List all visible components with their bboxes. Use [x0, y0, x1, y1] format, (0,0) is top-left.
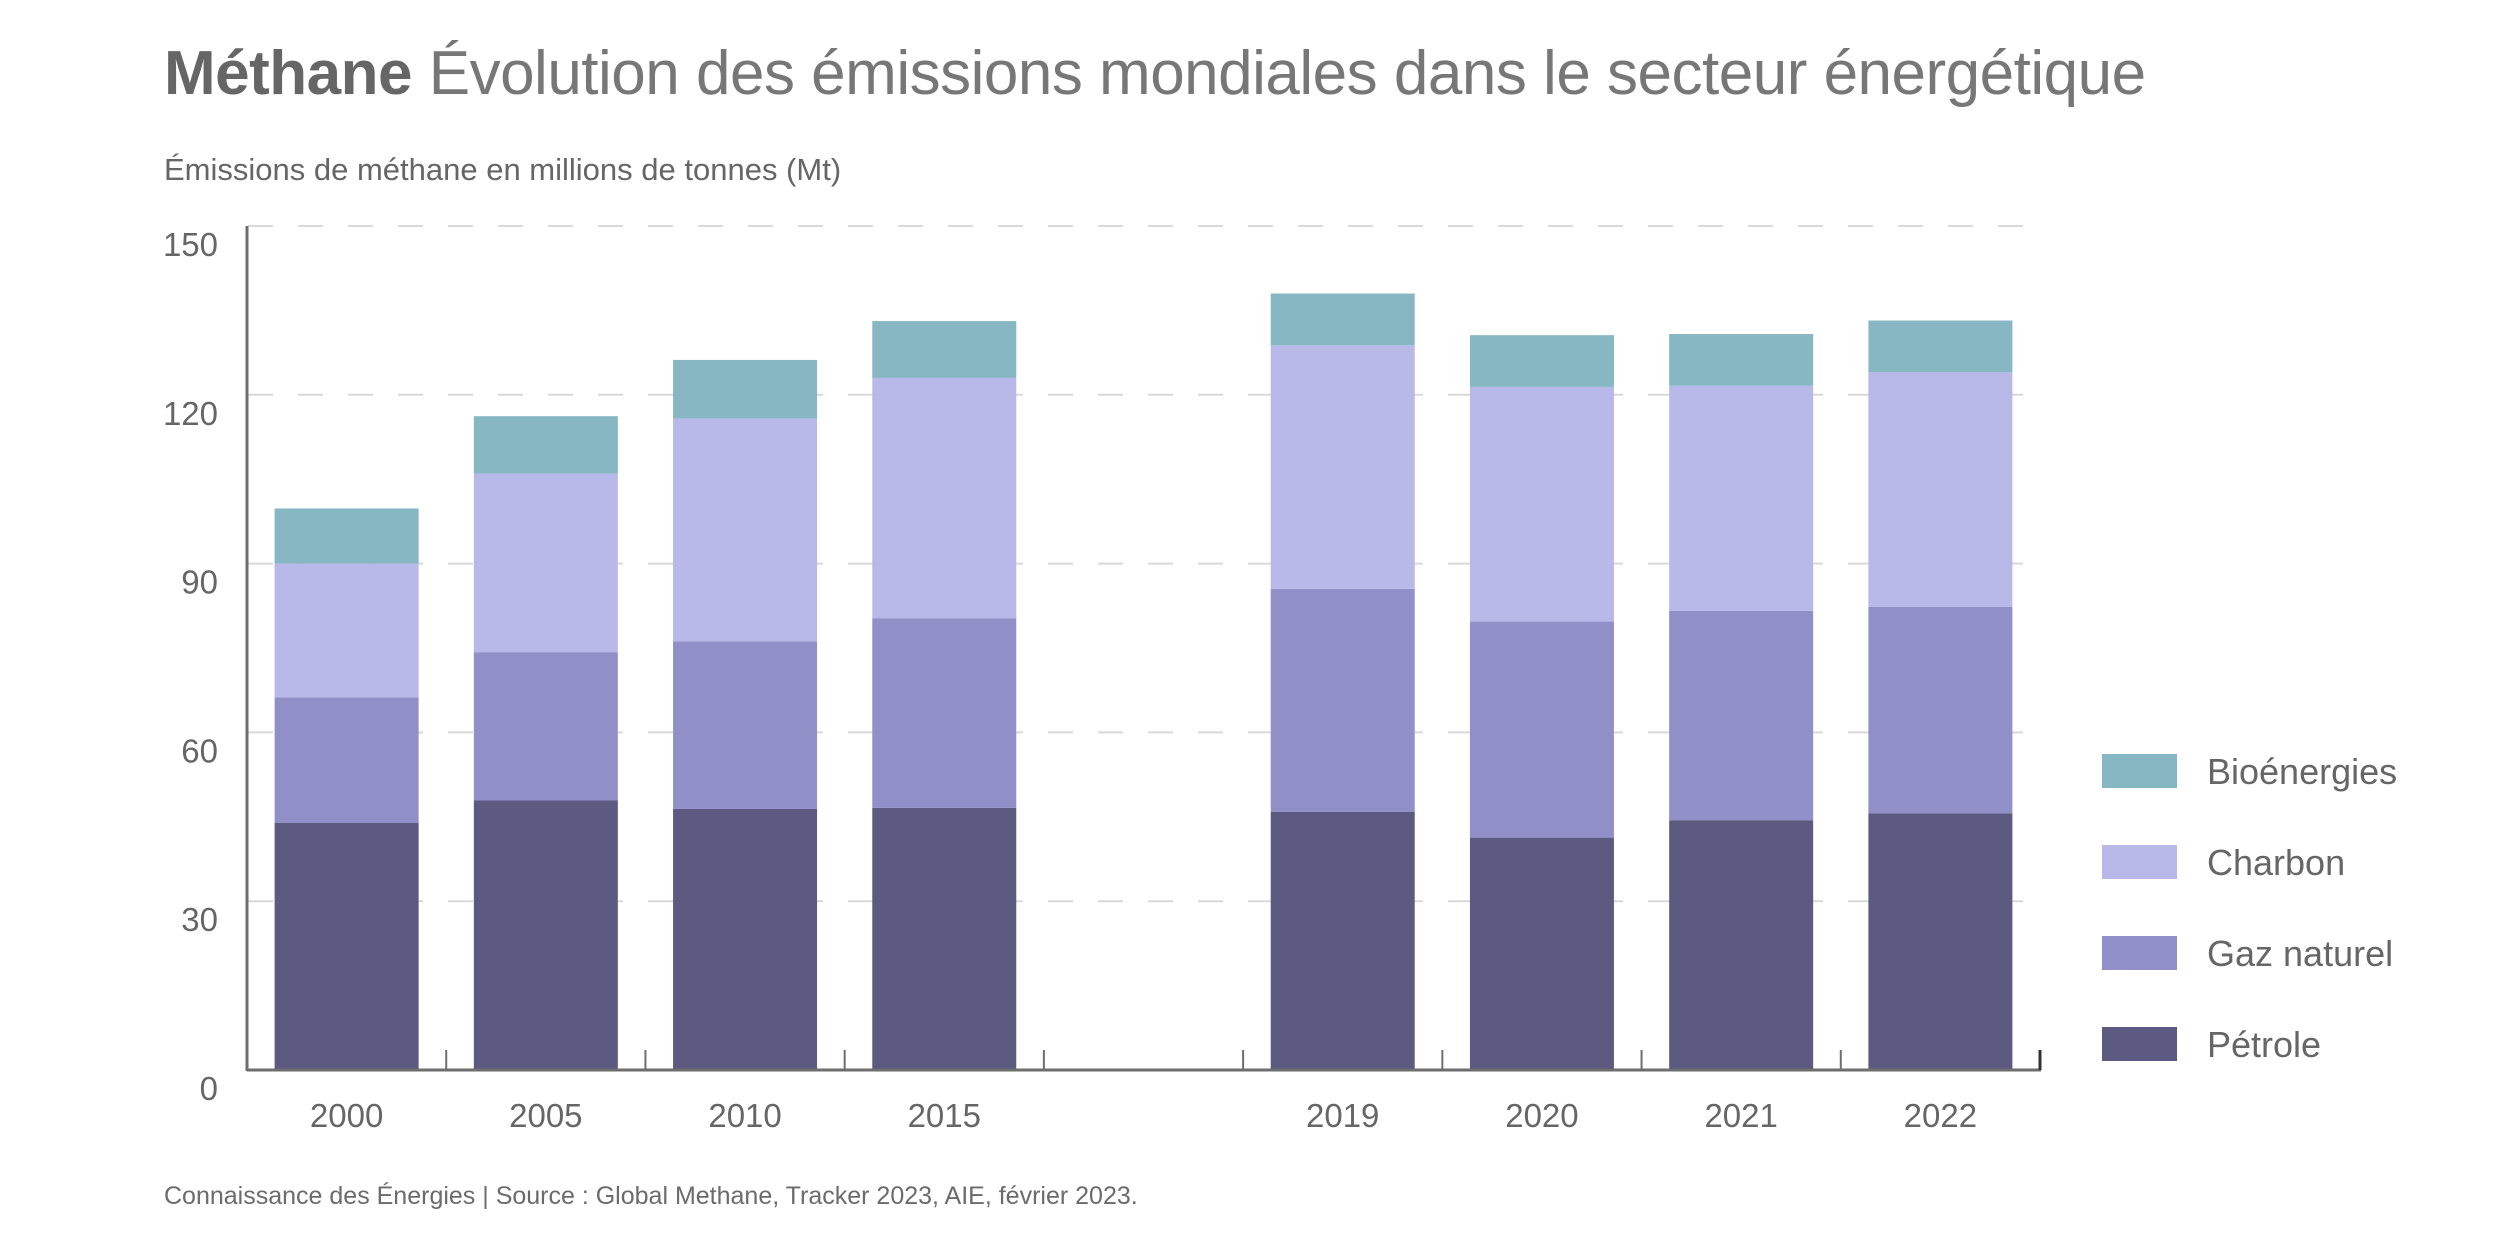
bar-segment-gaz-naturel: [673, 641, 818, 809]
legend-swatch: [2102, 1027, 2177, 1061]
x-tick-label: 2010: [708, 1097, 781, 1134]
y-tick-label: 0: [200, 1070, 218, 1107]
bar-segment-p-trole: [473, 800, 618, 1070]
x-tick-label: 2019: [1306, 1097, 1379, 1134]
bar-segment-charbon: [274, 563, 419, 698]
bar-segment-bio-nergies: [274, 508, 419, 564]
bar-segment-p-trole: [673, 808, 818, 1070]
legend-swatch: [2102, 845, 2177, 879]
bar-segment-charbon: [1669, 385, 1814, 611]
chart-title: Méthane Évolution des émissions mondiale…: [164, 38, 2146, 110]
bar-segment-bio-nergies: [872, 321, 1017, 378]
x-tick-labels: 2000 2005 2010 2015 2019 2020 2021 2022: [310, 1097, 1977, 1134]
bar-segment-p-trole: [1868, 813, 2013, 1070]
bar-segment-bio-nergies: [1469, 335, 1614, 387]
bar-segment-charbon: [1868, 372, 2013, 607]
x-tick-label: 2020: [1505, 1097, 1578, 1134]
bars: [274, 293, 2013, 1070]
legend-label: Bioénergies: [2207, 751, 2397, 792]
bar-segment-gaz-naturel: [1868, 606, 2013, 814]
bar-segment-bio-nergies: [1669, 334, 1814, 386]
y-tick-label: 90: [181, 564, 218, 601]
bar-segment-p-trole: [1669, 820, 1814, 1070]
y-tick-label: 60: [181, 732, 218, 769]
bar-segment-gaz-naturel: [1469, 621, 1614, 838]
bar-segment-p-trole: [274, 822, 419, 1070]
bar-segment-gaz-naturel: [473, 652, 618, 801]
y-tick-label: 30: [181, 901, 218, 938]
bar-segment-gaz-naturel: [274, 697, 419, 823]
source-footer: Connaissance des Énergies | Source : Glo…: [164, 1182, 1138, 1210]
chart-title-rest: Évolution des émissions mondiales dans l…: [428, 39, 2146, 108]
bar-segment-p-trole: [1469, 837, 1614, 1070]
bar-segment-bio-nergies: [1868, 320, 2013, 373]
x-tick-label: 2022: [1904, 1097, 1977, 1134]
legend-swatch: [2102, 754, 2177, 788]
bar-segment-charbon: [1469, 386, 1614, 622]
legend-swatch: [2102, 936, 2177, 970]
bar-segment-charbon: [872, 377, 1017, 619]
axes: [245, 226, 2042, 1072]
bar-segment-gaz-naturel: [1270, 588, 1415, 812]
x-tick-label: 2015: [908, 1097, 981, 1134]
legend-label: Charbon: [2207, 842, 2345, 883]
y-tick-labels: 0 30 60 90 120 150: [163, 226, 218, 1107]
x-tick-label: 2021: [1704, 1097, 1777, 1134]
bar-segment-bio-nergies: [1270, 293, 1415, 346]
chart-subtitle: Émissions de méthane en millions de tonn…: [164, 152, 842, 187]
bar-segment-gaz-naturel: [1669, 610, 1814, 821]
y-tick-label: 120: [163, 395, 218, 432]
bar-segment-charbon: [673, 418, 818, 642]
bar-segment-p-trole: [872, 807, 1017, 1070]
x-tick-label: 2005: [509, 1097, 582, 1134]
bar-segment-charbon: [473, 473, 618, 653]
legend: Bioénergies Charbon Gaz naturel Pétrole: [2102, 751, 2397, 1065]
chart-title-bold: Méthane: [164, 39, 412, 108]
bar-segment-p-trole: [1270, 811, 1415, 1070]
bar-segment-gaz-naturel: [872, 618, 1017, 808]
legend-label: Gaz naturel: [2207, 933, 2393, 974]
legend-label: Pétrole: [2207, 1024, 2321, 1065]
bar-segment-bio-nergies: [473, 416, 618, 474]
bar-segment-bio-nergies: [673, 359, 818, 419]
x-tick-label: 2000: [310, 1097, 383, 1134]
bar-segment-charbon: [1270, 345, 1415, 589]
y-tick-label: 150: [163, 226, 218, 263]
